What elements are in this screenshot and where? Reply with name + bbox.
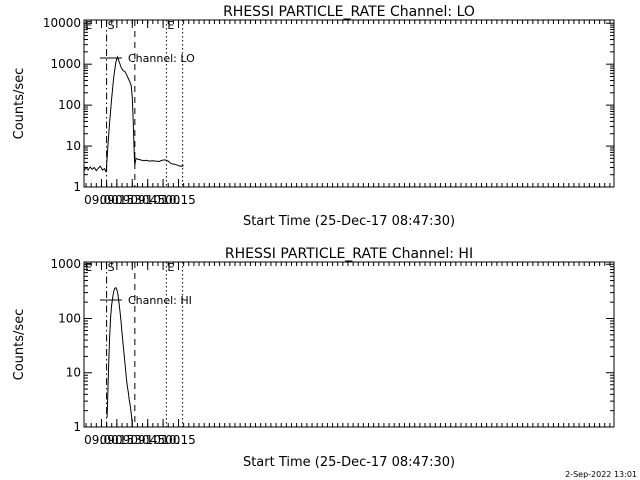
y-tick-label: 100 [58, 98, 81, 112]
footer-timestamp: 2-Sep-2022 13:01 [565, 470, 637, 479]
panel-0: RHESSI PARTICLE_RATE Channel: LO 1 10 100 10… [12, 4, 615, 229]
x-tick-label: 09:15 [100, 433, 135, 447]
chart-title: RHESSI PARTICLE_RATE Channel: HI [225, 246, 473, 262]
y-tick-label: 1 [73, 420, 81, 434]
x-tick-label: 09:30 [115, 193, 150, 207]
event-marker-label: S [108, 261, 115, 274]
event-marker-label: E [85, 19, 92, 32]
plot-frame [83, 19, 615, 188]
series-line-0 [106, 287, 133, 427]
event-marker-label: E [167, 19, 174, 32]
panels: RHESSI PARTICLE_RATE Channel: LO11010010… [12, 4, 615, 470]
x-tick-label: 10:00 [146, 433, 181, 447]
plot-frame [83, 261, 615, 428]
x-tick-label: 09:00 [84, 193, 119, 207]
y-tick-label: 10 [66, 366, 81, 380]
series-line-0 [84, 55, 184, 173]
x-tick-label: 09:30 [115, 433, 150, 447]
x-tick-label: 09:45 [130, 193, 165, 207]
x-tick-label: 09:15 [100, 193, 135, 207]
event-marker-label: E [85, 261, 92, 274]
y-tick-label: 1000 [50, 257, 81, 271]
y-tick-label: 1 [73, 180, 81, 194]
y-tick-label: 10000 [43, 16, 81, 30]
x-axis-label: Start Time (25-Dec-17 08:47:30) [243, 214, 455, 229]
x-tick-label: 09:45 [130, 433, 165, 447]
x-tick-label: 10:00 [146, 193, 181, 207]
event-marker-label: E [167, 261, 174, 274]
legend-label: Channel: LO [128, 52, 195, 65]
x-axis-label: Start Time (25-Dec-17 08:47:30) [243, 455, 455, 470]
y-axis-label: Counts/sec [12, 68, 27, 140]
chart-title: RHESSI PARTICLE_RATE Channel: LO [223, 4, 475, 20]
x-tick-label: 10:15 [161, 433, 196, 447]
panel-1: RHESSI PARTICLE_RATE Channel: HI 1 10 100 10… [12, 246, 615, 470]
y-axis-label: Counts/sec [12, 309, 27, 381]
legend-label: Channel: HI [128, 294, 192, 307]
x-tick-label: 09:00 [84, 433, 119, 447]
y-tick-label: 10 [66, 139, 81, 153]
y-tick-label: 100 [58, 311, 81, 325]
y-tick-label: 1000 [50, 57, 81, 71]
x-tick-label: 10:15 [161, 193, 196, 207]
event-marker-label: S [108, 19, 115, 32]
